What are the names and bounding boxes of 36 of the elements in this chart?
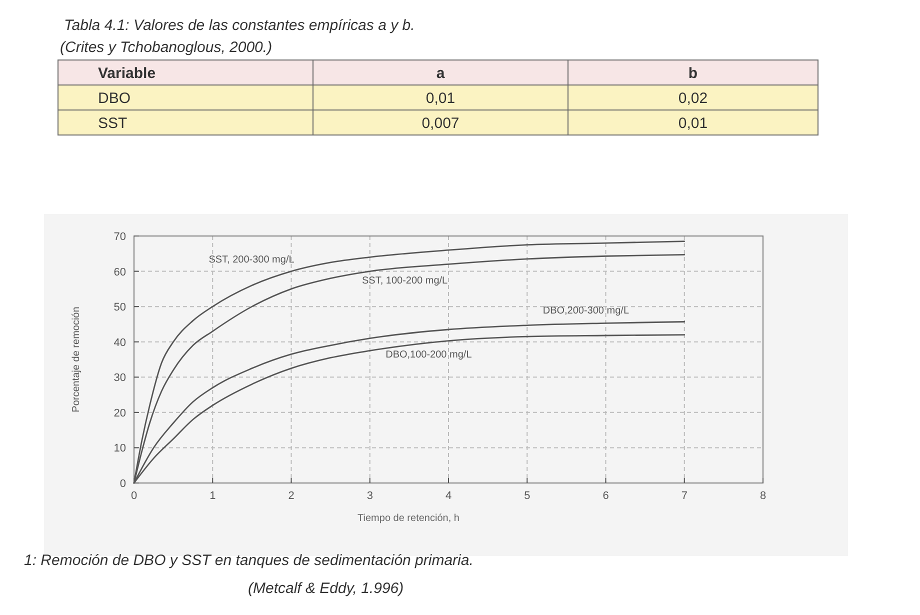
text: 0,01 (426, 90, 456, 107)
text: Variable (98, 65, 156, 82)
series-label: SST, 100-200 mg/L (362, 276, 448, 287)
x-tick-label: 1 (210, 490, 216, 502)
series-label: SST, 200-300 mg/L (208, 254, 295, 266)
y-tick-label: 30 (114, 372, 126, 384)
text: 1: Remoción de DBO y SST en tanques de sedimentación primaria. (24, 552, 474, 569)
y-tick-label: 20 (114, 407, 126, 420)
text: 0,007 (422, 115, 460, 132)
text: (Metcalf & Eddy, 1.996) (248, 580, 404, 597)
x-tick-label: 8 (760, 490, 766, 502)
x-tick-label: 5 (524, 490, 530, 502)
series-label: DBO,200-300 mg/L (542, 306, 630, 317)
x-tick-label: 6 (602, 490, 609, 502)
text: SST (98, 115, 128, 132)
text: 0,01 (678, 115, 708, 132)
text: Tabla 4.1: Valores de las constantes empíricas a y b. (64, 17, 415, 34)
x-tick-label: 4 (445, 490, 452, 502)
x-tick-label: 7 (681, 490, 688, 502)
text: b (688, 65, 698, 82)
x-axis-title: Tiempo de retención, h (358, 513, 460, 524)
text: 0,02 (678, 90, 708, 107)
y-axis-title: Porcentaje de remoción (71, 306, 82, 412)
y-tick-label: 10 (114, 442, 126, 455)
y-tick-label: 60 (114, 266, 126, 278)
x-tick-label: 0 (130, 490, 138, 502)
x-tick-label: 3 (366, 490, 373, 502)
text: (Crites y Tchobanoglous, 2000.) (60, 39, 272, 56)
text: a (436, 65, 446, 82)
series-label: DBO,100-200 mg/L (386, 350, 472, 361)
y-tick-label: 50 (114, 302, 126, 314)
y-tick-label: 0 (120, 478, 126, 490)
y-tick-label: 40 (114, 336, 126, 349)
text: DBO (98, 90, 131, 107)
x-tick-label: 2 (288, 490, 294, 502)
y-tick-label: 70 (114, 231, 126, 243)
